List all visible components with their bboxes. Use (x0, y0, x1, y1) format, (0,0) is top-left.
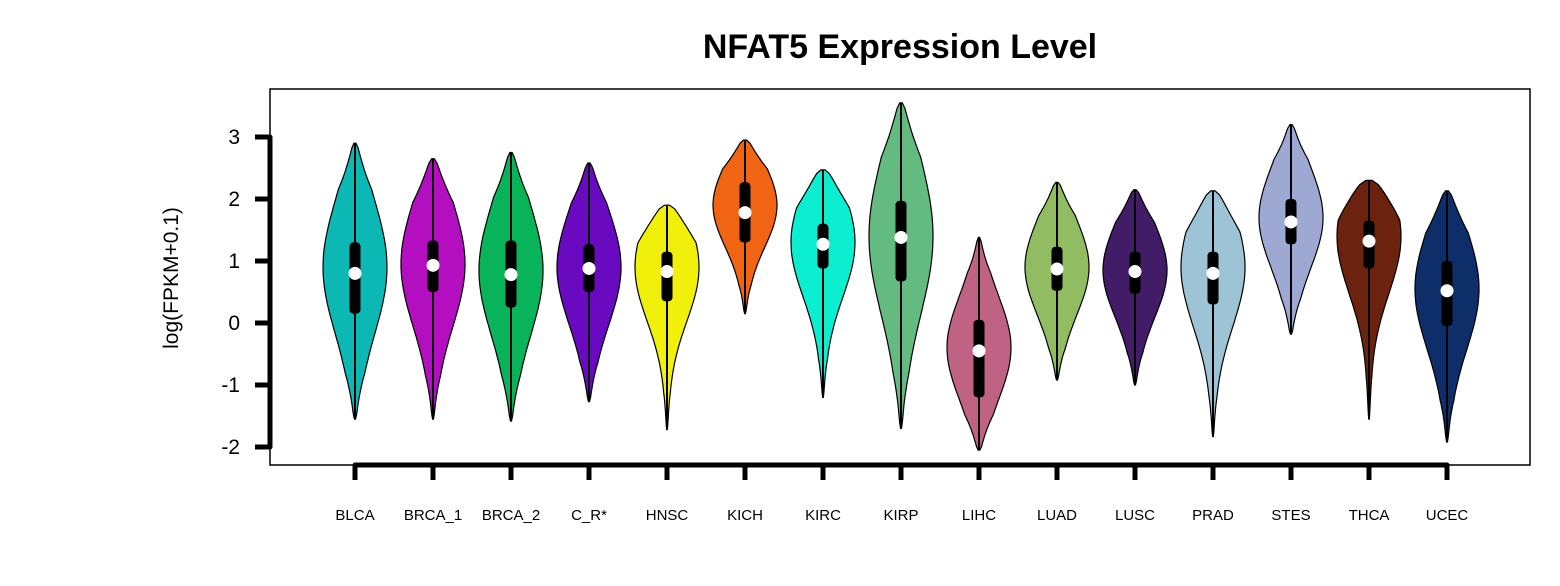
violin-median-point (816, 237, 830, 251)
x-tick-label: C_R* (571, 507, 607, 524)
x-tick-label: BRCA_2 (482, 507, 540, 524)
violin-median-point (348, 266, 362, 280)
x-tick-label: STES (1271, 507, 1310, 524)
violin-median-point (1440, 284, 1454, 298)
y-axis: -2 -1 0 1 2 3 (221, 126, 273, 459)
x-axis: BLCA BRCA_1 BRCA_2 C_R* HNSC KICH KIRC KIRP LIHC… (335, 462, 1469, 524)
y-tick-label: 0 (228, 312, 240, 335)
violin-median-point (738, 206, 752, 220)
violin-median-point (894, 230, 908, 244)
x-tick-label: KIRC (805, 507, 841, 524)
y-tick-label: 2 (228, 188, 240, 211)
x-tick-label: LUAD (1037, 507, 1077, 524)
violin-median-point (504, 268, 518, 282)
violin-median-point (582, 261, 596, 275)
y-tick-label: 1 (228, 250, 240, 273)
x-tick-label: UCEC (1426, 507, 1469, 524)
violin-iqr-box (973, 319, 985, 398)
violin-median-point (426, 258, 440, 272)
x-tick-label: HNSC (646, 507, 689, 524)
x-tick-label: LIHC (962, 507, 996, 524)
violin-median-point (1284, 215, 1298, 229)
x-tick-label: KICH (727, 507, 763, 524)
y-tick-label: -1 (221, 374, 240, 397)
x-tick-label: PRAD (1192, 507, 1234, 524)
violin-median-point (1206, 266, 1220, 280)
chart-title: NFAT5 Expression Level (703, 28, 1097, 66)
x-tick-label: THCA (1349, 507, 1390, 524)
violin-median-point (972, 344, 986, 358)
y-tick-label: -2 (221, 436, 240, 459)
violin-median-point (1128, 265, 1142, 279)
violin-median-point (660, 265, 674, 279)
y-tick-label: 3 (228, 126, 240, 149)
x-tick-label: BLCA (335, 507, 374, 524)
violin-median-point (1362, 234, 1376, 248)
violins (322, 102, 1480, 451)
x-tick-label: KIRP (883, 507, 918, 524)
y-axis-label: log(FPKM+0.1) (160, 207, 183, 349)
violin-median-point (1050, 262, 1064, 276)
x-tick-label: LUSC (1115, 507, 1155, 524)
x-tick-label: BRCA_1 (404, 507, 462, 524)
